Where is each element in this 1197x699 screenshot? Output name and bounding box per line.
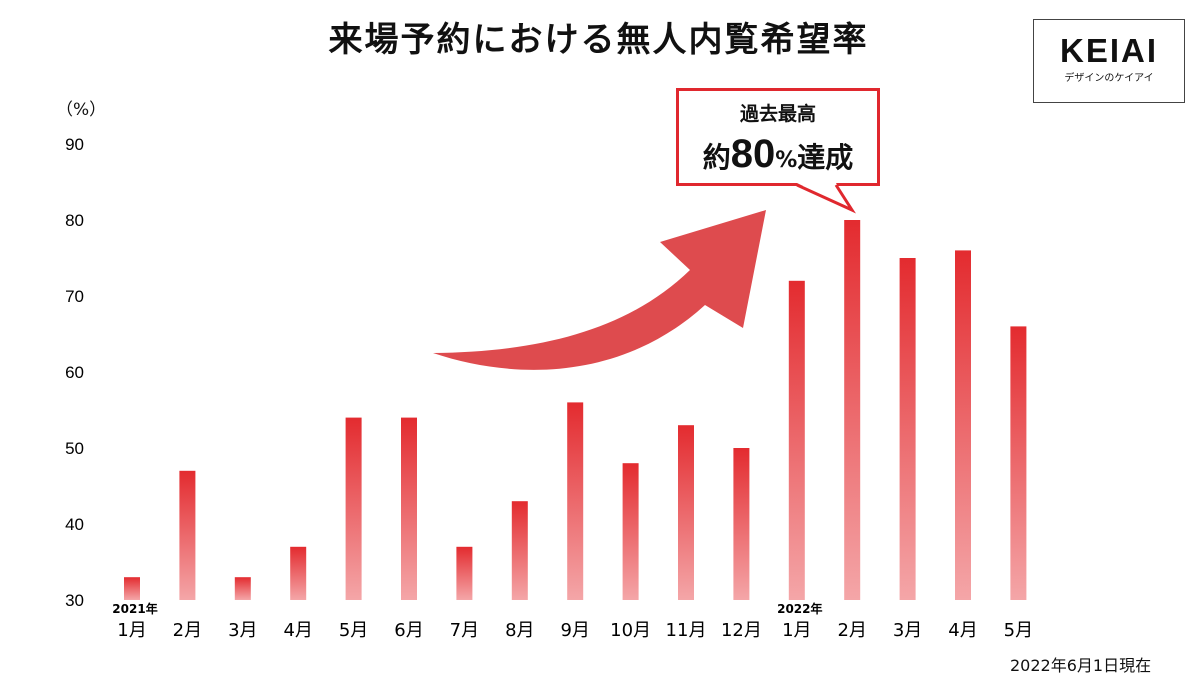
x-tick-label: 6月 bbox=[394, 620, 423, 641]
callout-percent: % bbox=[775, 148, 798, 173]
bar bbox=[345, 417, 362, 600]
x-tick-label: 7月 bbox=[450, 620, 479, 641]
y-tick-label: 50 bbox=[65, 439, 84, 458]
bar bbox=[788, 280, 805, 600]
x-tick-label: 9月 bbox=[560, 620, 589, 641]
bar bbox=[733, 448, 750, 600]
x-tick-label: 5月 bbox=[1004, 620, 1033, 641]
bar bbox=[567, 402, 584, 600]
logo-text: KEIAI bbox=[1059, 32, 1158, 69]
bar bbox=[401, 417, 417, 600]
x-tick-label: 1月 bbox=[782, 620, 811, 641]
callout-value: 80 bbox=[730, 132, 776, 176]
chart-title: 来場予約における無人内覧希望率 bbox=[328, 20, 869, 60]
y-tick-label: 70 bbox=[65, 287, 84, 306]
bar bbox=[678, 425, 694, 600]
year-label: 2021年 bbox=[112, 601, 157, 616]
y-tick-label: 30 bbox=[65, 591, 84, 610]
record-callout: 過去最高 約80%達成 bbox=[676, 88, 880, 186]
x-tick-label: 2月 bbox=[837, 620, 866, 641]
y-axis-unit: （%） bbox=[56, 100, 107, 120]
bar bbox=[844, 220, 861, 600]
bar bbox=[622, 463, 639, 600]
y-tick-label: 60 bbox=[65, 363, 84, 382]
x-tick-label: 12月 bbox=[721, 620, 762, 641]
x-tick-label: 3月 bbox=[893, 620, 922, 641]
x-tick-label: 11月 bbox=[666, 620, 707, 641]
bar bbox=[290, 546, 307, 600]
bar bbox=[511, 501, 528, 600]
bar bbox=[124, 577, 140, 600]
callout-value-line: 約80%達成 bbox=[679, 132, 877, 177]
y-tick-label: 80 bbox=[65, 211, 84, 230]
bar bbox=[456, 546, 473, 600]
y-tick-label: 90 bbox=[65, 135, 84, 154]
x-tick-label: 5月 bbox=[339, 620, 368, 641]
callout-headline: 過去最高 bbox=[739, 103, 816, 125]
x-tick-label: 4月 bbox=[283, 620, 312, 641]
bar bbox=[234, 577, 251, 600]
x-tick-label: 1月 bbox=[117, 620, 146, 641]
x-tick-label: 10月 bbox=[610, 620, 651, 641]
x-tick-label: 8月 bbox=[505, 620, 534, 641]
bar bbox=[1010, 326, 1027, 600]
x-tick-label: 2月 bbox=[173, 620, 202, 641]
bar bbox=[179, 470, 196, 600]
y-tick-label: 40 bbox=[65, 515, 84, 534]
bar bbox=[899, 258, 916, 600]
trend-arrow-icon bbox=[433, 210, 766, 370]
keiai-logo: KEIAI デザインのケイアイ bbox=[1033, 19, 1185, 103]
x-tick-label: 4月 bbox=[948, 620, 977, 641]
logo-subtext: デザインのケイアイ bbox=[1064, 73, 1154, 84]
bar bbox=[955, 250, 971, 600]
year-label: 2022年 bbox=[777, 601, 822, 616]
callout-prefix: 約 bbox=[702, 141, 731, 174]
callout-suffix: 達成 bbox=[797, 141, 854, 174]
date-note: 2022年6月1日現在 bbox=[1010, 656, 1152, 675]
x-tick-label: 3月 bbox=[228, 620, 257, 641]
